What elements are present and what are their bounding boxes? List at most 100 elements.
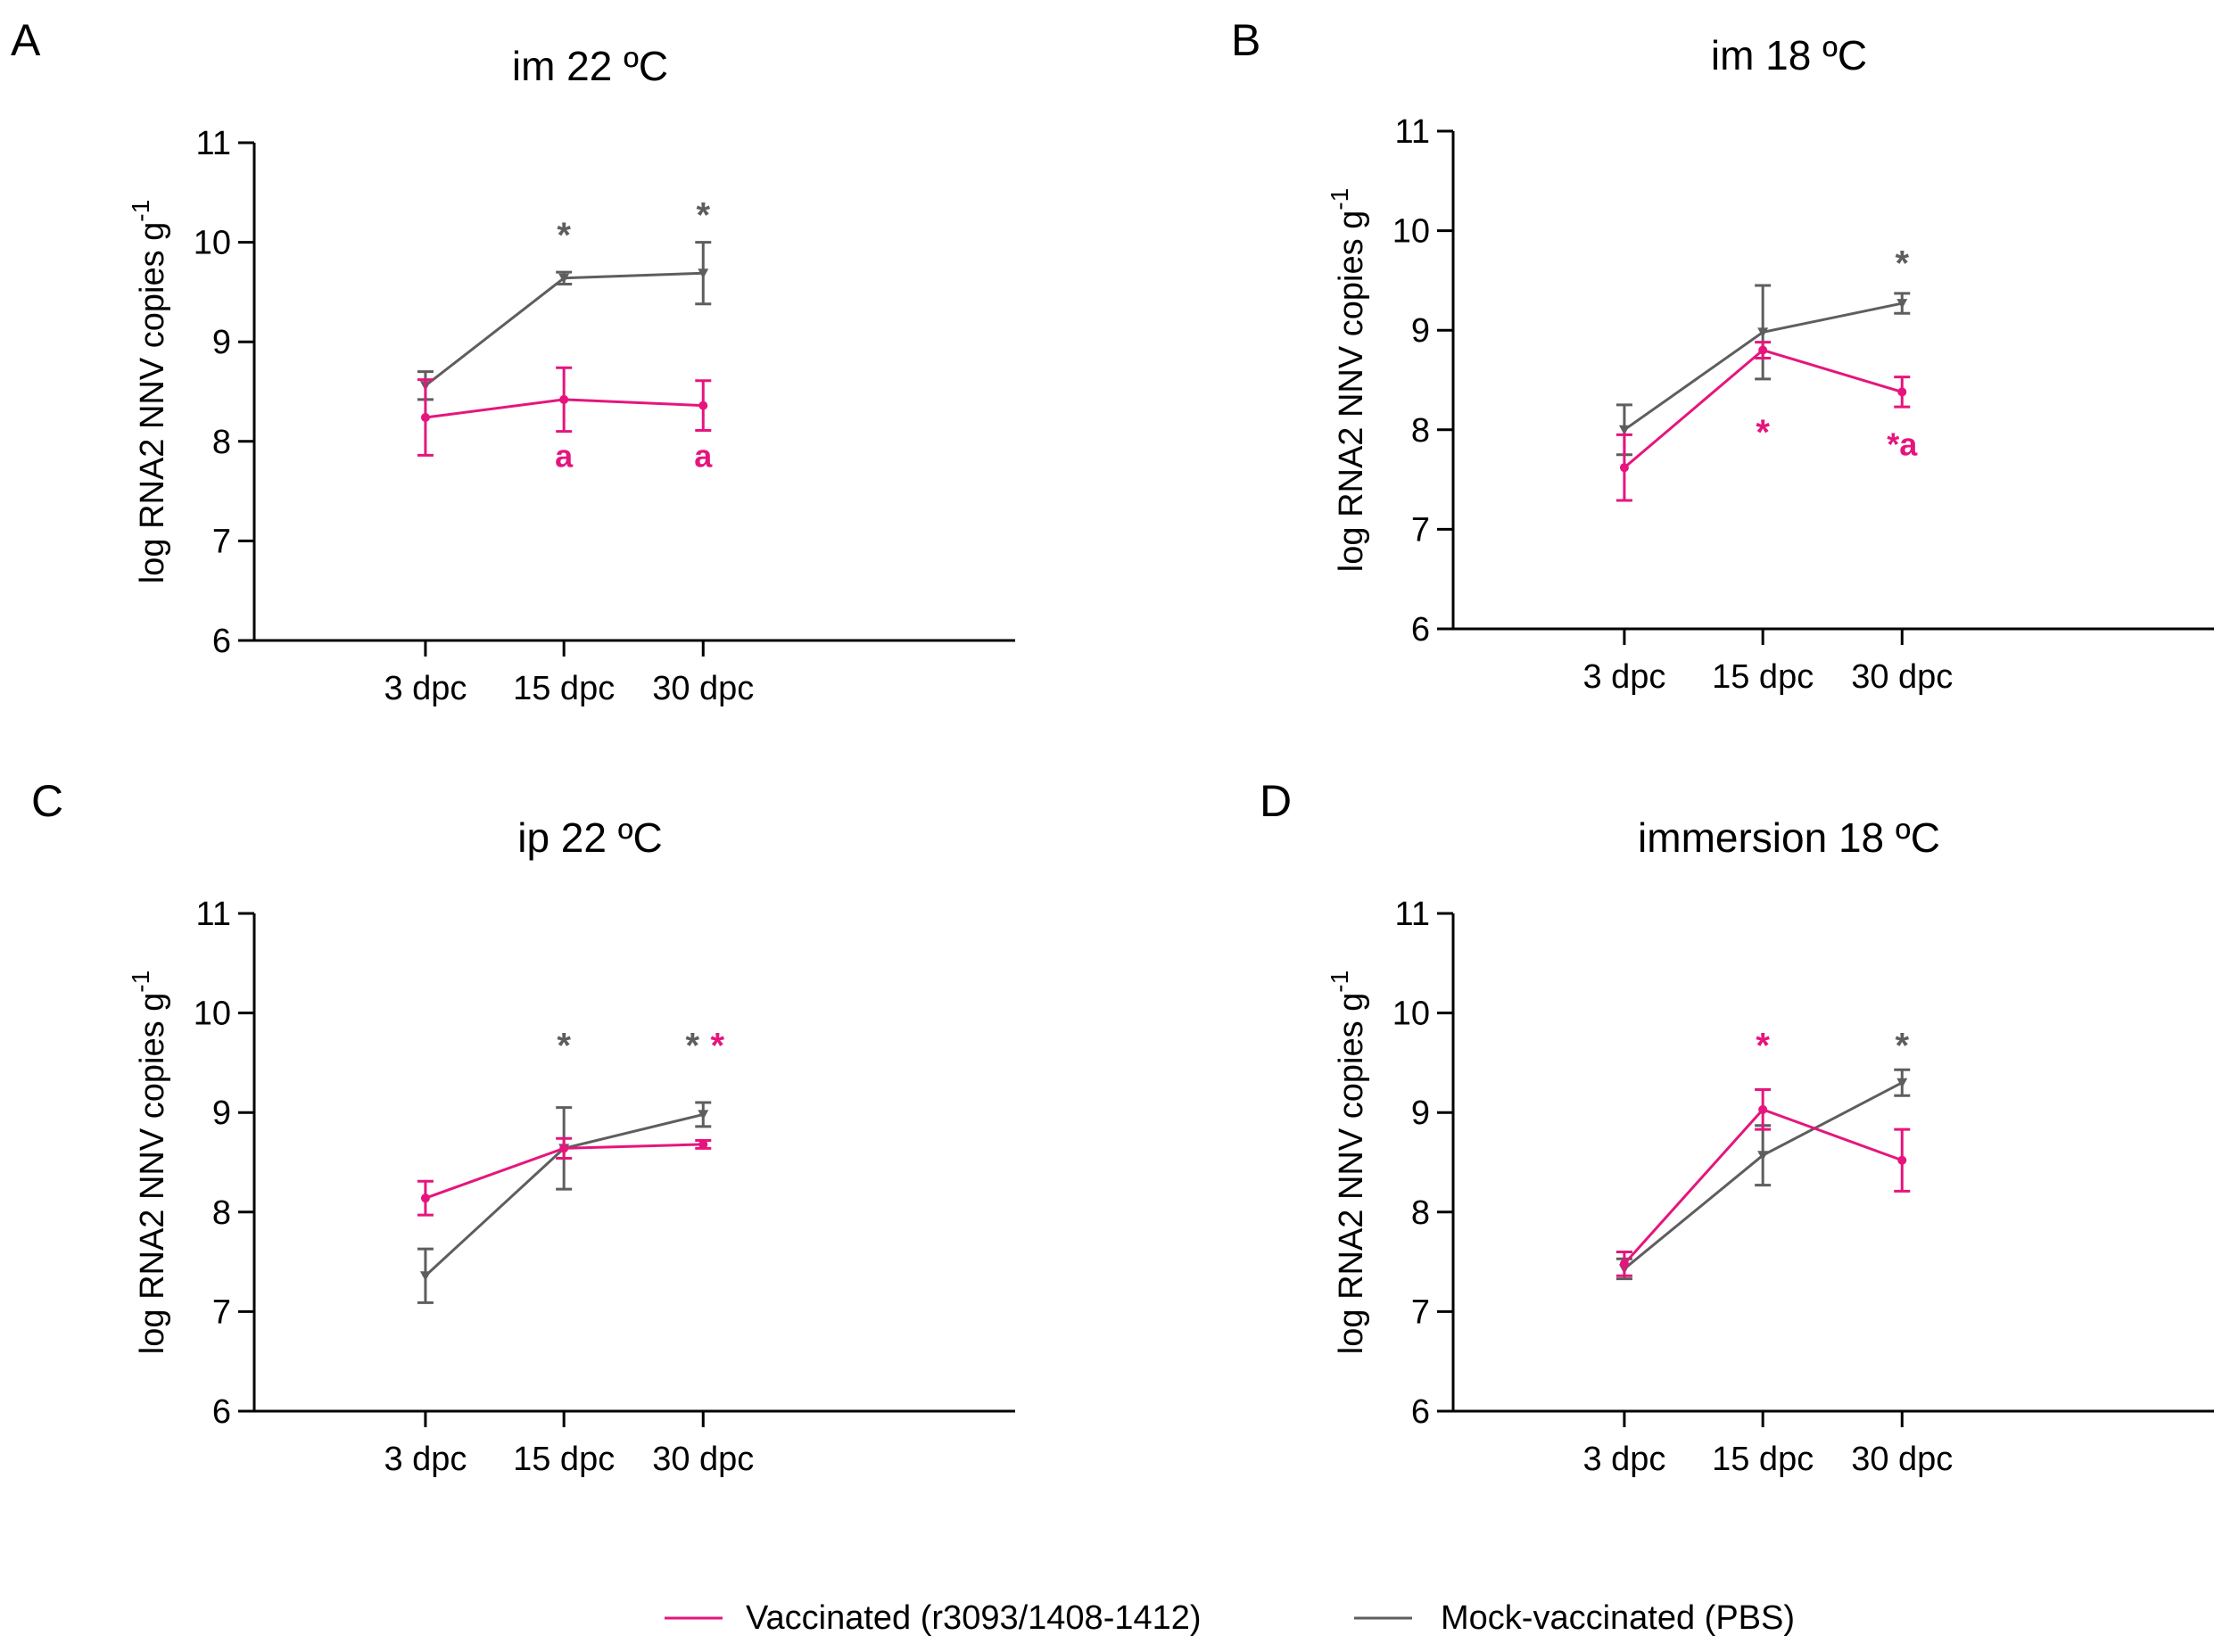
y-axis-label-superscript: -1 [1326, 971, 1353, 993]
y-axis-label-text: log RNA2 NNV copies g [1333, 211, 1370, 573]
y-tick-label: 7 [212, 1293, 231, 1331]
significance-annotation: * [710, 1027, 724, 1066]
data-point-mock [1757, 1151, 1769, 1161]
legend-mock-label: Mock-vaccinated (PBS) [1441, 1599, 1795, 1637]
x-tick-label: 30 dpc [652, 670, 754, 707]
y-tick-label: 7 [1411, 511, 1430, 549]
y-tick-label: 6 [212, 1393, 231, 1431]
y-tick-label: 10 [1392, 213, 1430, 251]
chart-title: immersion 18 ºC [1638, 814, 1940, 861]
legend-vaccinated-label: Vaccinated (r3093/1408-1412) [746, 1599, 1202, 1637]
x-tick-label: 3 dpc [384, 1441, 467, 1478]
y-tick-label: 9 [212, 1094, 231, 1132]
y-tick-label: 6 [1411, 1393, 1430, 1431]
data-point-vaccinated [1897, 1155, 1907, 1165]
data-point-mock [1757, 327, 1769, 338]
significance-annotation: * [1895, 244, 1909, 284]
data-point-vaccinated [1619, 1259, 1629, 1268]
y-axis-label: log RNA2 NNV copies g-1 [1326, 971, 1370, 1354]
series-vaccinated [1615, 1088, 1911, 1277]
data-point-vaccinated [1758, 1104, 1768, 1114]
y-tick-label: 10 [194, 225, 231, 262]
y-tick-label: 8 [212, 1194, 231, 1232]
data-point-mock [419, 1271, 431, 1282]
y-axis-label-superscript: -1 [127, 971, 154, 993]
panel-letter: C [31, 776, 63, 826]
data-point-vaccinated [1897, 387, 1907, 397]
data-point-mock [1896, 299, 1908, 310]
y-tick-label: 8 [212, 424, 231, 461]
data-point-mock [1618, 425, 1630, 435]
chart-panel-c: Cip 22 ºC 6 7 8 9 10 11 log RNA2 NNV copies g-1… [31, 776, 1015, 1478]
y-axis-label-text: log RNA2 NNV copies g [134, 993, 171, 1355]
panel-letter: D [1260, 776, 1292, 826]
y-tick-label: 10 [194, 995, 231, 1033]
series-vaccinated [417, 1136, 712, 1217]
y-axis-label-text: log RNA2 NNV copies g [1333, 993, 1370, 1355]
x-tick-label: 30 dpc [1851, 1441, 1953, 1478]
series-mock [1615, 284, 1911, 457]
y-tick-label: 7 [1411, 1293, 1430, 1331]
y-tick-label: 11 [1395, 113, 1430, 151]
panel-letter: A [11, 15, 41, 65]
significance-annotation: a [555, 438, 574, 475]
y-tick-label: 11 [1395, 896, 1430, 933]
panel-letter: B [1231, 15, 1260, 65]
data-point-vaccinated [420, 413, 430, 423]
significance-annotation: *a [1887, 426, 1918, 463]
data-point-mock [1896, 1078, 1908, 1088]
data-point-vaccinated [559, 394, 569, 404]
series-mock [417, 1101, 712, 1304]
x-tick-label: 15 dpc [1712, 658, 1814, 696]
y-tick-label: 9 [212, 324, 231, 361]
x-tick-label: 30 dpc [1851, 658, 1953, 696]
data-point-vaccinated [698, 1139, 708, 1149]
chart-title: im 22 ºC [512, 43, 668, 89]
data-point-mock [698, 268, 709, 279]
x-tick-label: 15 dpc [513, 1441, 615, 1478]
y-tick-label: 8 [1411, 412, 1430, 450]
y-tick-label: 9 [1411, 1094, 1430, 1132]
y-tick-label: 6 [1411, 611, 1430, 648]
data-point-vaccinated [420, 1194, 430, 1203]
significance-annotation: * [1756, 1027, 1770, 1066]
y-axis-label: log RNA2 NNV copies g-1 [127, 200, 171, 583]
y-tick-label: 7 [212, 523, 231, 560]
data-point-mock [698, 1110, 709, 1120]
data-point-mock [558, 273, 570, 284]
data-point-vaccinated [1619, 463, 1629, 473]
y-tick-label: 10 [1392, 995, 1430, 1033]
chart-title: im 18 ºC [1711, 32, 1867, 78]
significance-annotation: * [1756, 413, 1770, 452]
significance-annotation: * [557, 216, 571, 255]
significance-annotation: a [694, 438, 713, 475]
x-tick-label: 3 dpc [1582, 658, 1665, 696]
chart-title: ip 22 ºC [517, 814, 663, 861]
significance-annotation: * [557, 1027, 571, 1066]
y-axis-label-superscript: -1 [1326, 188, 1353, 211]
legend: Vaccinated (r3093/1408-1412) Mock-vaccin… [665, 1599, 1795, 1637]
y-axis-label-text: log RNA2 NNV copies g [134, 222, 171, 584]
x-tick-label: 3 dpc [384, 670, 467, 707]
significance-annotation: * [1895, 1027, 1909, 1066]
x-tick-label: 15 dpc [1712, 1441, 1814, 1478]
series-vaccinated [1615, 341, 1911, 502]
data-point-vaccinated [698, 401, 708, 410]
x-tick-label: 30 dpc [652, 1441, 754, 1478]
significance-annotation: * [685, 1027, 699, 1066]
series-vaccinated [417, 366, 712, 457]
y-tick-label: 11 [196, 896, 231, 933]
y-tick-label: 9 [1411, 312, 1430, 350]
x-tick-label: 3 dpc [1582, 1441, 1665, 1478]
y-tick-label: 8 [1411, 1194, 1430, 1232]
data-point-vaccinated [1758, 345, 1768, 355]
y-tick-label: 11 [196, 125, 231, 162]
y-axis-label-superscript: -1 [127, 200, 154, 222]
data-point-vaccinated [559, 1144, 569, 1153]
significance-annotation: * [696, 196, 710, 235]
y-axis-label: log RNA2 NNV copies g-1 [1326, 188, 1370, 572]
y-axis-label: log RNA2 NNV copies g-1 [127, 971, 171, 1354]
